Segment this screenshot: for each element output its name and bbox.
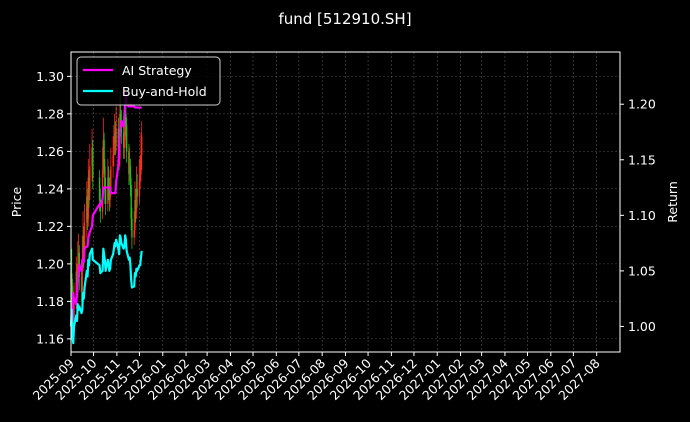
y-axis-label: Price [9, 186, 24, 217]
y2-tick-label: 1.05 [628, 263, 656, 278]
y-tick-label: 1.24 [36, 181, 64, 196]
candle-body [108, 188, 111, 201]
legend-label-buy-and-hold: Buy-and-Hold [122, 84, 207, 99]
candle-body [124, 113, 126, 141]
candle-body [87, 177, 89, 219]
candle-body [131, 218, 133, 238]
candle-body [71, 273, 73, 287]
candle-body [82, 235, 84, 264]
candle-body [75, 271, 77, 302]
y-tick-label: 1.18 [36, 294, 64, 309]
candle-body [89, 166, 91, 193]
candle-body [130, 185, 132, 219]
candle-body [114, 132, 117, 144]
candle-body [88, 177, 90, 193]
candle-body [140, 136, 143, 156]
candle-body [123, 140, 126, 148]
candle-body [77, 252, 80, 264]
candle-body [139, 173, 141, 182]
candle-body [134, 200, 137, 212]
legend: AI Strategy Buy-and-Hold [76, 56, 221, 106]
x-axis: 2025-092025-102025-112025-122026-012026-… [30, 352, 603, 403]
candle-body [107, 177, 109, 204]
candle-body [92, 147, 94, 178]
candle-body [140, 155, 142, 174]
candle-body [122, 132, 125, 148]
left-y-axis: 1.16 1.18 1.20 1.22 1.24 1.26 1.28 1.30 [36, 69, 71, 346]
candle-body [81, 263, 83, 292]
right-y-axis: 1.00 1.05 1.10 1.15 1.20 [620, 97, 656, 334]
y2-tick-label: 1.15 [628, 152, 656, 167]
candle-body [103, 140, 105, 167]
candle-body [138, 181, 141, 197]
y2-axis-label: Return [665, 181, 680, 222]
candle-body [117, 128, 120, 148]
legend-label-ai-strategy: AI Strategy [122, 63, 192, 78]
candle-body [135, 188, 138, 212]
candle-body [128, 151, 130, 174]
candle-body [73, 301, 75, 321]
y2-tick-label: 1.20 [628, 97, 656, 112]
candle-body [113, 143, 115, 156]
candle-body [113, 132, 116, 144]
y-tick-label: 1.26 [36, 144, 64, 159]
candle-body [98, 177, 101, 201]
candle-body [133, 230, 135, 238]
y-tick-label: 1.20 [36, 256, 64, 271]
candle-body [104, 166, 106, 189]
y-tick-label: 1.28 [36, 106, 64, 121]
candle-body [86, 196, 89, 219]
candle-body [109, 188, 111, 201]
candle-body [104, 188, 107, 204]
y2-tick-label: 1.10 [628, 208, 656, 223]
candle-body [83, 235, 85, 255]
y2-tick-label: 1.00 [628, 319, 656, 334]
candle-body [86, 196, 88, 223]
y-tick-label: 1.22 [36, 219, 64, 234]
y-tick-label: 1.30 [36, 69, 64, 84]
candle-body [136, 188, 138, 197]
candle-body [107, 177, 110, 189]
candle-body [119, 113, 122, 122]
candle-body [125, 125, 128, 152]
candle-body [91, 147, 93, 167]
y-tick-label: 1.16 [36, 331, 64, 346]
candle-body [80, 277, 83, 292]
candlestick-series [70, 95, 143, 339]
candle-body [134, 200, 136, 231]
candle-body [112, 155, 114, 167]
candle-body [110, 166, 112, 189]
candle-body [83, 222, 86, 255]
series-line-buy-and-hold [69, 234, 143, 345]
candle-body [102, 140, 105, 171]
candle-body [129, 166, 132, 186]
chart-title: fund [512910.SH] [278, 10, 411, 28]
candle-body [125, 113, 127, 126]
candle-body [115, 128, 117, 144]
candle-body [128, 166, 131, 174]
